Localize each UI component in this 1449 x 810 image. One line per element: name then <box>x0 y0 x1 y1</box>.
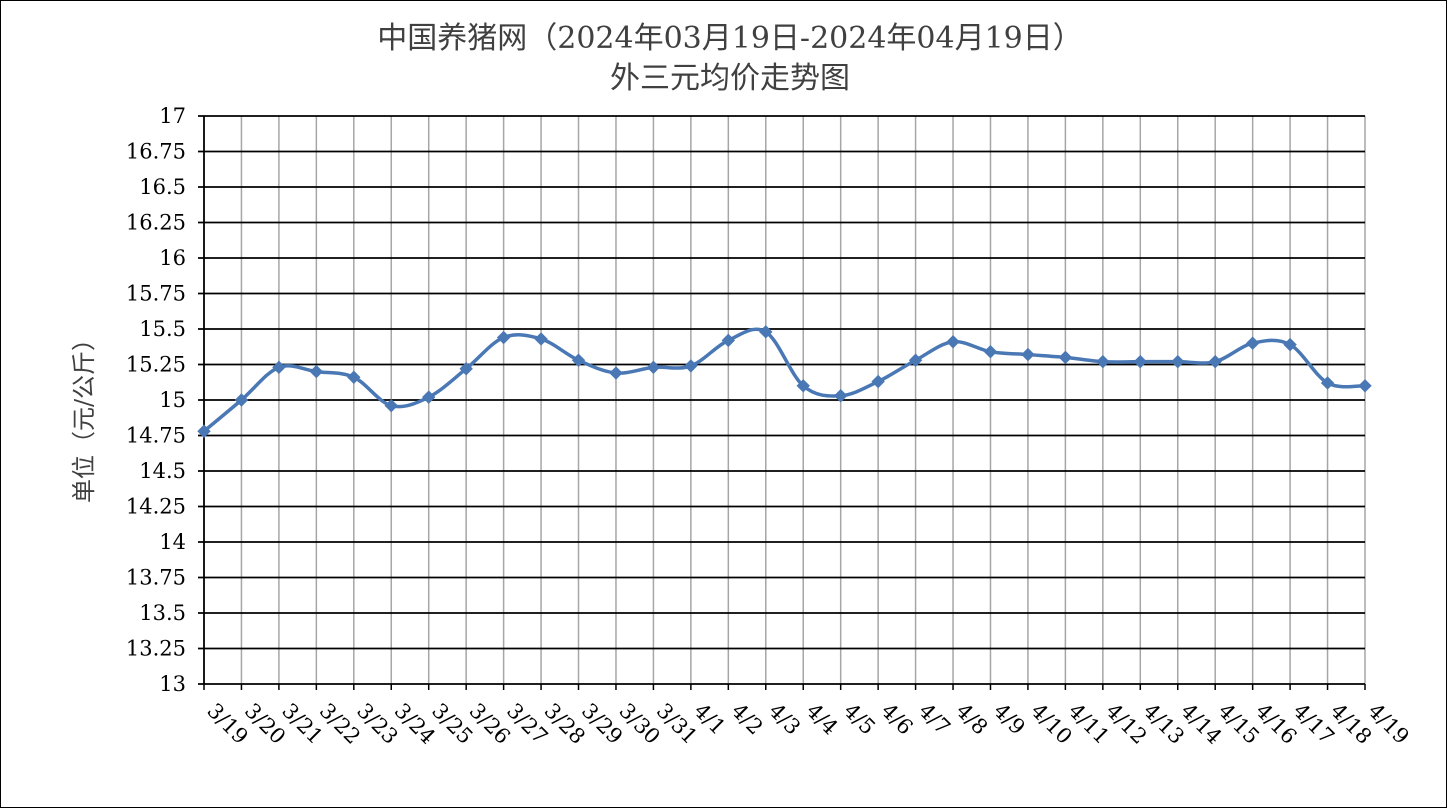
data-point-marker <box>1320 376 1335 390</box>
x-tick-label: 3/24 <box>390 699 440 749</box>
x-tick-label: 4/4 <box>802 699 843 740</box>
x-tick-label: 4/19 <box>1363 699 1413 749</box>
data-point-marker <box>234 393 249 407</box>
y-tick-label: 16.25 <box>126 211 186 235</box>
x-tick-label: 4/9 <box>989 699 1030 740</box>
x-tick-label: 4/8 <box>951 699 992 740</box>
x-tick-label: 3/27 <box>502 699 552 749</box>
x-tick-label: 3/23 <box>352 699 402 749</box>
data-point-marker <box>609 366 623 380</box>
x-tick-label: 4/12 <box>1101 699 1151 749</box>
data-point-marker <box>721 333 736 348</box>
x-tick-label: 4/13 <box>1139 699 1189 749</box>
x-tick-label: 4/5 <box>839 699 880 740</box>
horizontal-gridlines <box>198 115 1365 650</box>
y-tick-label: 15.5 <box>139 317 186 341</box>
x-tick-label: 4/16 <box>1251 699 1301 749</box>
x-tick-label: 3/22 <box>315 699 365 749</box>
y-tick-label: 14.25 <box>126 495 186 519</box>
x-tick-label: 4/15 <box>1214 699 1264 749</box>
x-tick-label: 3/20 <box>240 699 290 749</box>
x-tick-label: 3/21 <box>277 699 327 749</box>
x-tick-label: 4/3 <box>764 699 805 740</box>
data-point-marker <box>646 360 661 375</box>
y-tick-label: 16.75 <box>126 140 186 164</box>
data-point-marker <box>796 379 810 393</box>
y-tick-label: 15 <box>159 388 186 412</box>
data-point-marker <box>759 325 773 339</box>
y-tick-label: 13.25 <box>126 637 186 661</box>
y-tick-label: 15.25 <box>126 353 186 377</box>
x-tick-label: 4/6 <box>877 699 918 740</box>
x-tick-label: 3/29 <box>577 699 627 749</box>
y-tick-label: 16.5 <box>139 175 186 199</box>
y-tick-label: 16 <box>159 246 186 270</box>
y-tick-label: 13.75 <box>126 566 186 590</box>
series-line <box>202 327 1366 433</box>
y-tick-label: 13 <box>159 672 186 696</box>
data-point-marker <box>347 370 361 384</box>
x-tick-label: 3/31 <box>652 699 702 749</box>
series-group <box>197 325 1372 438</box>
data-point-marker <box>422 390 436 404</box>
y-tick-label: 17 <box>159 104 186 128</box>
data-point-marker <box>309 364 324 379</box>
data-point-marker <box>1283 337 1297 352</box>
x-tick-label: 4/2 <box>727 699 768 740</box>
data-point-marker <box>833 389 848 403</box>
y-axis-label: 单位（元/公斤） <box>70 327 98 503</box>
y-tick-label: 14.5 <box>139 459 186 483</box>
data-point-marker <box>871 374 885 389</box>
y-tick-label: 15.75 <box>126 282 186 306</box>
data-point-marker <box>272 360 286 375</box>
x-tick-labels: 3/193/203/213/223/233/243/253/263/273/28… <box>202 699 1413 749</box>
x-tick-label: 4/18 <box>1326 699 1376 749</box>
data-point-marker <box>1171 354 1185 369</box>
x-tick-label: 3/30 <box>614 699 664 749</box>
data-point-marker <box>459 362 473 376</box>
data-point-marker <box>684 359 698 373</box>
axes <box>198 116 1366 690</box>
data-point-marker <box>1133 354 1147 369</box>
y-tick-label: 14.75 <box>126 424 186 448</box>
data-point-marker <box>1358 379 1372 393</box>
chart-subtitle: 外三元均价走势图 <box>610 61 850 96</box>
data-point-marker <box>946 335 960 349</box>
x-tick-label: 4/14 <box>1176 699 1226 749</box>
x-tick-label: 4/7 <box>914 699 955 740</box>
chart-title: 中国养猪网（2024年03月19日-2024年04月19日） <box>377 21 1083 56</box>
x-tick-label: 4/11 <box>1064 699 1114 749</box>
data-point-marker <box>1058 350 1073 365</box>
data-point-marker <box>1208 354 1222 369</box>
x-tick-label: 4/10 <box>1026 699 1076 749</box>
y-tick-labels: 13 13.25 13.5 13.75 14 14.25 14.5 14.75 15 15.25 1… <box>126 104 186 696</box>
data-point-marker <box>571 353 586 367</box>
x-tick-label: 4/17 <box>1289 699 1339 749</box>
data-point-marker <box>1021 347 1035 362</box>
data-point-marker <box>1096 354 1110 369</box>
x-tick-label: 3/26 <box>465 699 515 749</box>
data-point-marker <box>534 332 548 346</box>
y-tick-label: 13.5 <box>139 601 186 625</box>
data-point-marker <box>384 398 398 413</box>
data-point-marker <box>1245 336 1260 350</box>
data-point-marker <box>197 424 211 438</box>
x-tick-label: 3/19 <box>202 699 252 749</box>
data-point-marker <box>983 345 998 359</box>
x-tick-label: 3/28 <box>540 699 590 749</box>
x-tick-label: 3/25 <box>427 699 477 749</box>
data-point-marker <box>496 330 511 345</box>
data-point-marker <box>908 353 923 367</box>
y-tick-label: 14 <box>159 530 186 554</box>
